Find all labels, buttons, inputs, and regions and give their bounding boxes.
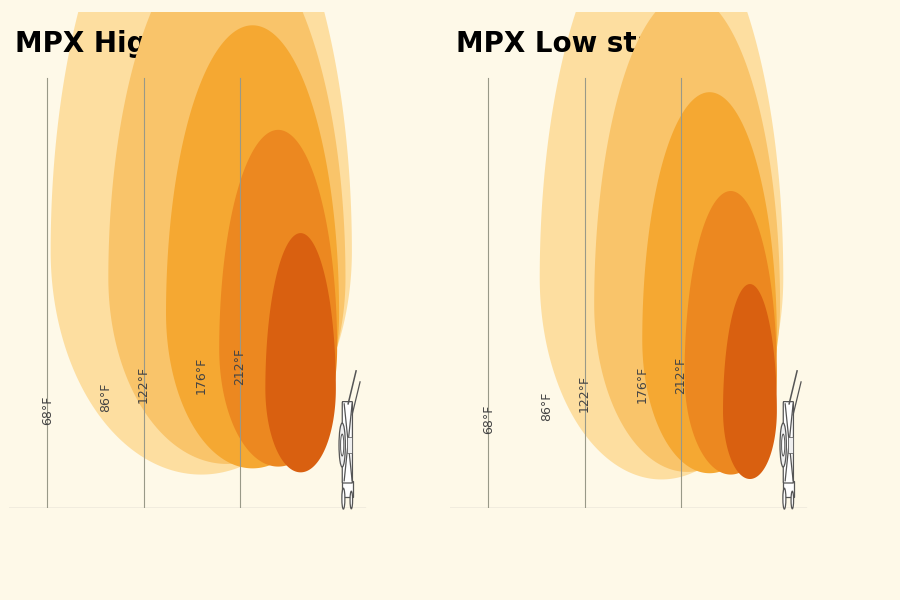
Bar <box>425 508 900 600</box>
Text: 3.0ft: 3.0ft <box>569 548 600 562</box>
Text: MPX High stage: MPX High stage <box>15 30 264 58</box>
Bar <box>346 437 352 454</box>
Text: 4.5ft: 4.5ft <box>32 548 64 562</box>
Circle shape <box>791 491 794 509</box>
FancyBboxPatch shape <box>342 401 353 483</box>
Polygon shape <box>166 25 339 469</box>
Circle shape <box>783 488 786 509</box>
Text: MPX Low stage: MPX Low stage <box>456 30 695 58</box>
Text: 212°F: 212°F <box>674 357 688 394</box>
Circle shape <box>350 491 353 509</box>
Bar <box>342 481 353 497</box>
Polygon shape <box>50 0 352 475</box>
Polygon shape <box>685 191 777 475</box>
Circle shape <box>780 423 787 467</box>
Polygon shape <box>108 0 346 464</box>
Circle shape <box>339 423 346 467</box>
Text: 1.5ft: 1.5ft <box>664 548 697 562</box>
Text: 3.0ft: 3.0ft <box>128 548 159 562</box>
Bar <box>0 508 464 600</box>
Circle shape <box>340 434 344 456</box>
Polygon shape <box>594 0 780 472</box>
FancyBboxPatch shape <box>783 401 794 483</box>
Polygon shape <box>266 233 336 472</box>
Bar <box>788 437 793 454</box>
Polygon shape <box>643 92 777 473</box>
Text: 68°F: 68°F <box>41 396 54 425</box>
Text: 176°F: 176°F <box>635 365 649 403</box>
Bar <box>368 0 464 600</box>
Text: 212°F: 212°F <box>233 348 247 385</box>
Text: 86°F: 86°F <box>99 383 112 412</box>
Bar <box>809 0 900 600</box>
Bar <box>783 481 794 497</box>
Polygon shape <box>540 0 783 479</box>
Circle shape <box>342 488 345 509</box>
Text: 86°F: 86°F <box>540 392 553 421</box>
Text: 176°F: 176°F <box>194 356 208 394</box>
Text: 122°F: 122°F <box>578 374 591 412</box>
Text: 122°F: 122°F <box>137 365 150 403</box>
Polygon shape <box>220 130 338 467</box>
Text: 1.5ft: 1.5ft <box>223 548 256 562</box>
Circle shape <box>781 434 785 456</box>
Text: 68°F: 68°F <box>482 405 495 434</box>
Text: 4.5ft: 4.5ft <box>472 548 505 562</box>
Polygon shape <box>723 284 777 479</box>
